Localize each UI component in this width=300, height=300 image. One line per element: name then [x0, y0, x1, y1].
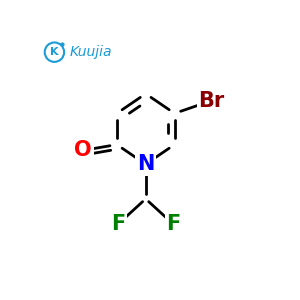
Text: F: F: [111, 214, 125, 234]
Text: F: F: [166, 214, 181, 234]
Text: N: N: [137, 154, 154, 174]
Text: Kuujia: Kuujia: [69, 45, 112, 59]
Text: Br: Br: [198, 91, 225, 111]
Text: K: K: [50, 47, 59, 57]
Text: O: O: [74, 140, 92, 160]
